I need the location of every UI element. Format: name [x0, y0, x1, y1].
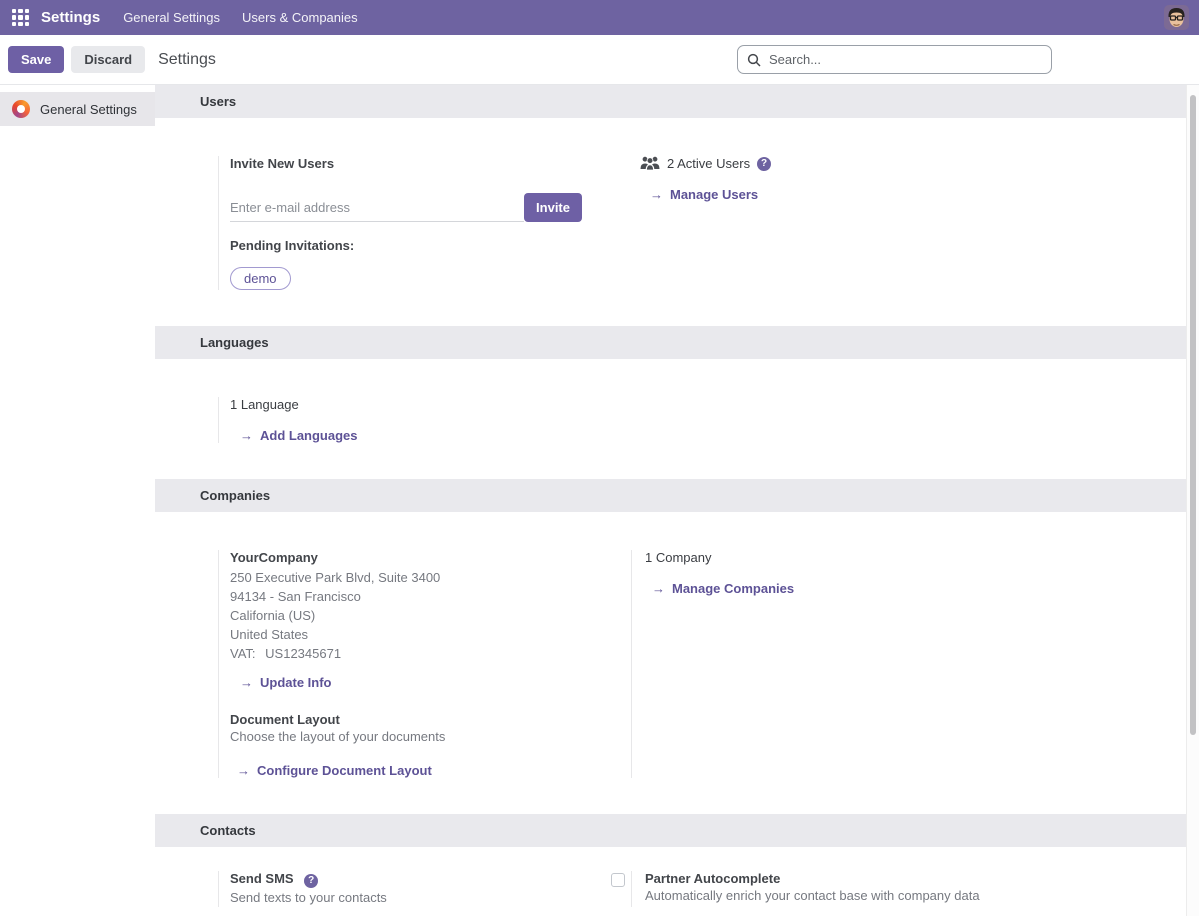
manage-users-row: → Manage Users — [650, 187, 1014, 202]
configure-document-layout-row: → Configure Document Layout — [237, 763, 601, 778]
setting-content: Invite New Users Invite Pending Invitati… — [218, 156, 601, 290]
app-name[interactable]: Settings — [41, 9, 101, 26]
active-users-count: 2 Active Users — [667, 156, 751, 171]
active-users-help-icon[interactable]: ? — [757, 156, 772, 171]
companies-left-column: YourCompany 250 Executive Park Blvd, Sui… — [188, 550, 601, 788]
vat-value: US12345671 — [265, 646, 342, 661]
control-panel: Save Discard Settings — [0, 35, 1199, 85]
invite-row: Invite — [230, 193, 582, 222]
setting-invite-new-users: Invite New Users Invite Pending Invitati… — [188, 156, 601, 290]
setting-left-pane — [188, 550, 218, 778]
add-languages-link[interactable]: → Add Languages — [240, 428, 358, 443]
manage-users-link[interactable]: → Manage Users — [650, 187, 759, 202]
invite-new-users-label: Invite New Users — [230, 156, 335, 171]
setting-content: Partner Autocomplete Automatically enric… — [631, 871, 1014, 907]
section-companies: YourCompany 250 Executive Park Blvd, Sui… — [155, 512, 1186, 814]
active-users-line: 2 Active Users ? — [640, 156, 1014, 171]
manage-companies-row: → Manage Companies — [652, 581, 1014, 596]
save-button[interactable]: Save — [8, 46, 65, 73]
invite-button[interactable]: Invite — [524, 193, 582, 222]
setting-left-pane — [601, 871, 631, 907]
setting-company-count: 1 Company → Manage Companies — [601, 550, 1014, 778]
scrollbar-thumb[interactable] — [1190, 95, 1196, 735]
pending-invitations-label: Pending Invitations: — [230, 238, 355, 253]
manage-companies-link[interactable]: → Manage Companies — [652, 581, 795, 596]
partner-autocomplete-description: Automatically enrich your contact base w… — [645, 888, 980, 903]
partner-autocomplete-checkbox[interactable] — [611, 873, 625, 887]
update-info-link[interactable]: → Update Info — [240, 675, 332, 690]
users-group-icon — [640, 156, 660, 171]
language-count: 1 Language — [230, 397, 299, 412]
configure-document-layout-link[interactable]: → Configure Document Layout — [237, 763, 432, 778]
section-header-contacts: Contacts — [155, 814, 1186, 847]
setting-languages: 1 Language → Add Languages — [188, 397, 601, 443]
send-sms-description: Send texts to your contacts — [230, 890, 387, 905]
update-info-row: → Update Info — [240, 675, 601, 690]
send-sms-line: Send SMS ? — [230, 871, 601, 888]
settings-main: Users Invite New Users Invite Pending In… — [155, 85, 1199, 916]
document-layout-label: Document Layout — [230, 712, 340, 727]
send-sms-help-icon[interactable]: ? — [304, 874, 319, 888]
company-address-line: 250 Executive Park Blvd, Suite 3400 — [230, 570, 441, 585]
nav-menu-users-companies[interactable]: Users & Companies — [242, 10, 358, 25]
apps-grid-icon[interactable] — [12, 9, 29, 26]
section-contacts: Send SMS ? Send texts to your contacts P… — [155, 847, 1186, 916]
sidebar-item-general-settings[interactable]: General Settings — [0, 92, 155, 126]
page-body: General Settings Users Invite New Users … — [0, 85, 1199, 916]
nav-menu-general-settings[interactable]: General Settings — [123, 10, 221, 25]
vat-label: VAT: — [230, 646, 256, 661]
setting-left-pane — [188, 871, 218, 907]
company-address-line: California (US) — [230, 608, 316, 623]
link-arrow-icon: → — [652, 581, 665, 596]
setting-send-sms: Send SMS ? Send texts to your contacts — [188, 871, 601, 907]
user-avatar[interactable] — [1164, 5, 1189, 30]
setting-left-pane — [188, 397, 218, 443]
setting-company-info: YourCompany 250 Executive Park Blvd, Sui… — [188, 550, 601, 778]
section-languages: 1 Language → Add Languages — [155, 359, 1186, 479]
settings-sidebar: General Settings — [0, 85, 155, 916]
sidebar-item-label: General Settings — [40, 101, 137, 117]
setting-content: 1 Language → Add Languages — [218, 397, 601, 443]
top-navbar: Settings General Settings Users & Compan… — [0, 0, 1199, 35]
document-layout-block: Document Layout Choose the layout of you… — [230, 712, 601, 778]
search-input[interactable] — [769, 52, 1042, 67]
pending-invitation-tag: demo — [230, 267, 291, 290]
invite-email-input[interactable] — [230, 195, 525, 222]
section-header-users: Users — [155, 85, 1186, 118]
company-address-line: United States — [230, 627, 309, 642]
company-name: YourCompany — [230, 550, 318, 565]
partner-autocomplete-label: Partner Autocomplete — [645, 871, 781, 886]
discard-button[interactable]: Discard — [71, 46, 146, 73]
search-box[interactable] — [737, 45, 1052, 74]
section-users: Invite New Users Invite Pending Invitati… — [155, 118, 1186, 326]
general-settings-app-icon — [12, 100, 30, 118]
company-address-line: 94134 - San Francisco — [230, 589, 361, 604]
setting-content: YourCompany 250 Executive Park Blvd, Sui… — [218, 550, 601, 778]
send-sms-label: Send SMS — [230, 871, 294, 886]
company-count: 1 Company — [645, 550, 712, 565]
section-header-companies: Companies — [155, 479, 1186, 512]
company-vat-line: VAT: US12345671 — [230, 644, 601, 663]
link-arrow-icon: → — [240, 675, 253, 690]
setting-left-pane — [188, 156, 218, 290]
link-arrow-icon: → — [650, 187, 663, 202]
vertical-scrollbar[interactable] — [1186, 85, 1199, 916]
setting-active-users: 2 Active Users ? → Manage Users — [601, 156, 1014, 300]
add-languages-row: → Add Languages — [240, 428, 601, 443]
document-layout-description: Choose the layout of your documents — [230, 729, 446, 744]
link-arrow-icon: → — [237, 763, 250, 778]
link-arrow-icon: → — [240, 428, 253, 443]
section-header-languages: Languages — [155, 326, 1186, 359]
breadcrumb: Settings — [158, 50, 216, 68]
search-icon — [747, 53, 761, 67]
setting-partner-autocomplete: Partner Autocomplete Automatically enric… — [601, 871, 1014, 907]
setting-content: 1 Company → Manage Companies — [631, 550, 1014, 778]
setting-content: Send SMS ? Send texts to your contacts — [218, 871, 601, 907]
setting-left-pane — [601, 550, 631, 778]
